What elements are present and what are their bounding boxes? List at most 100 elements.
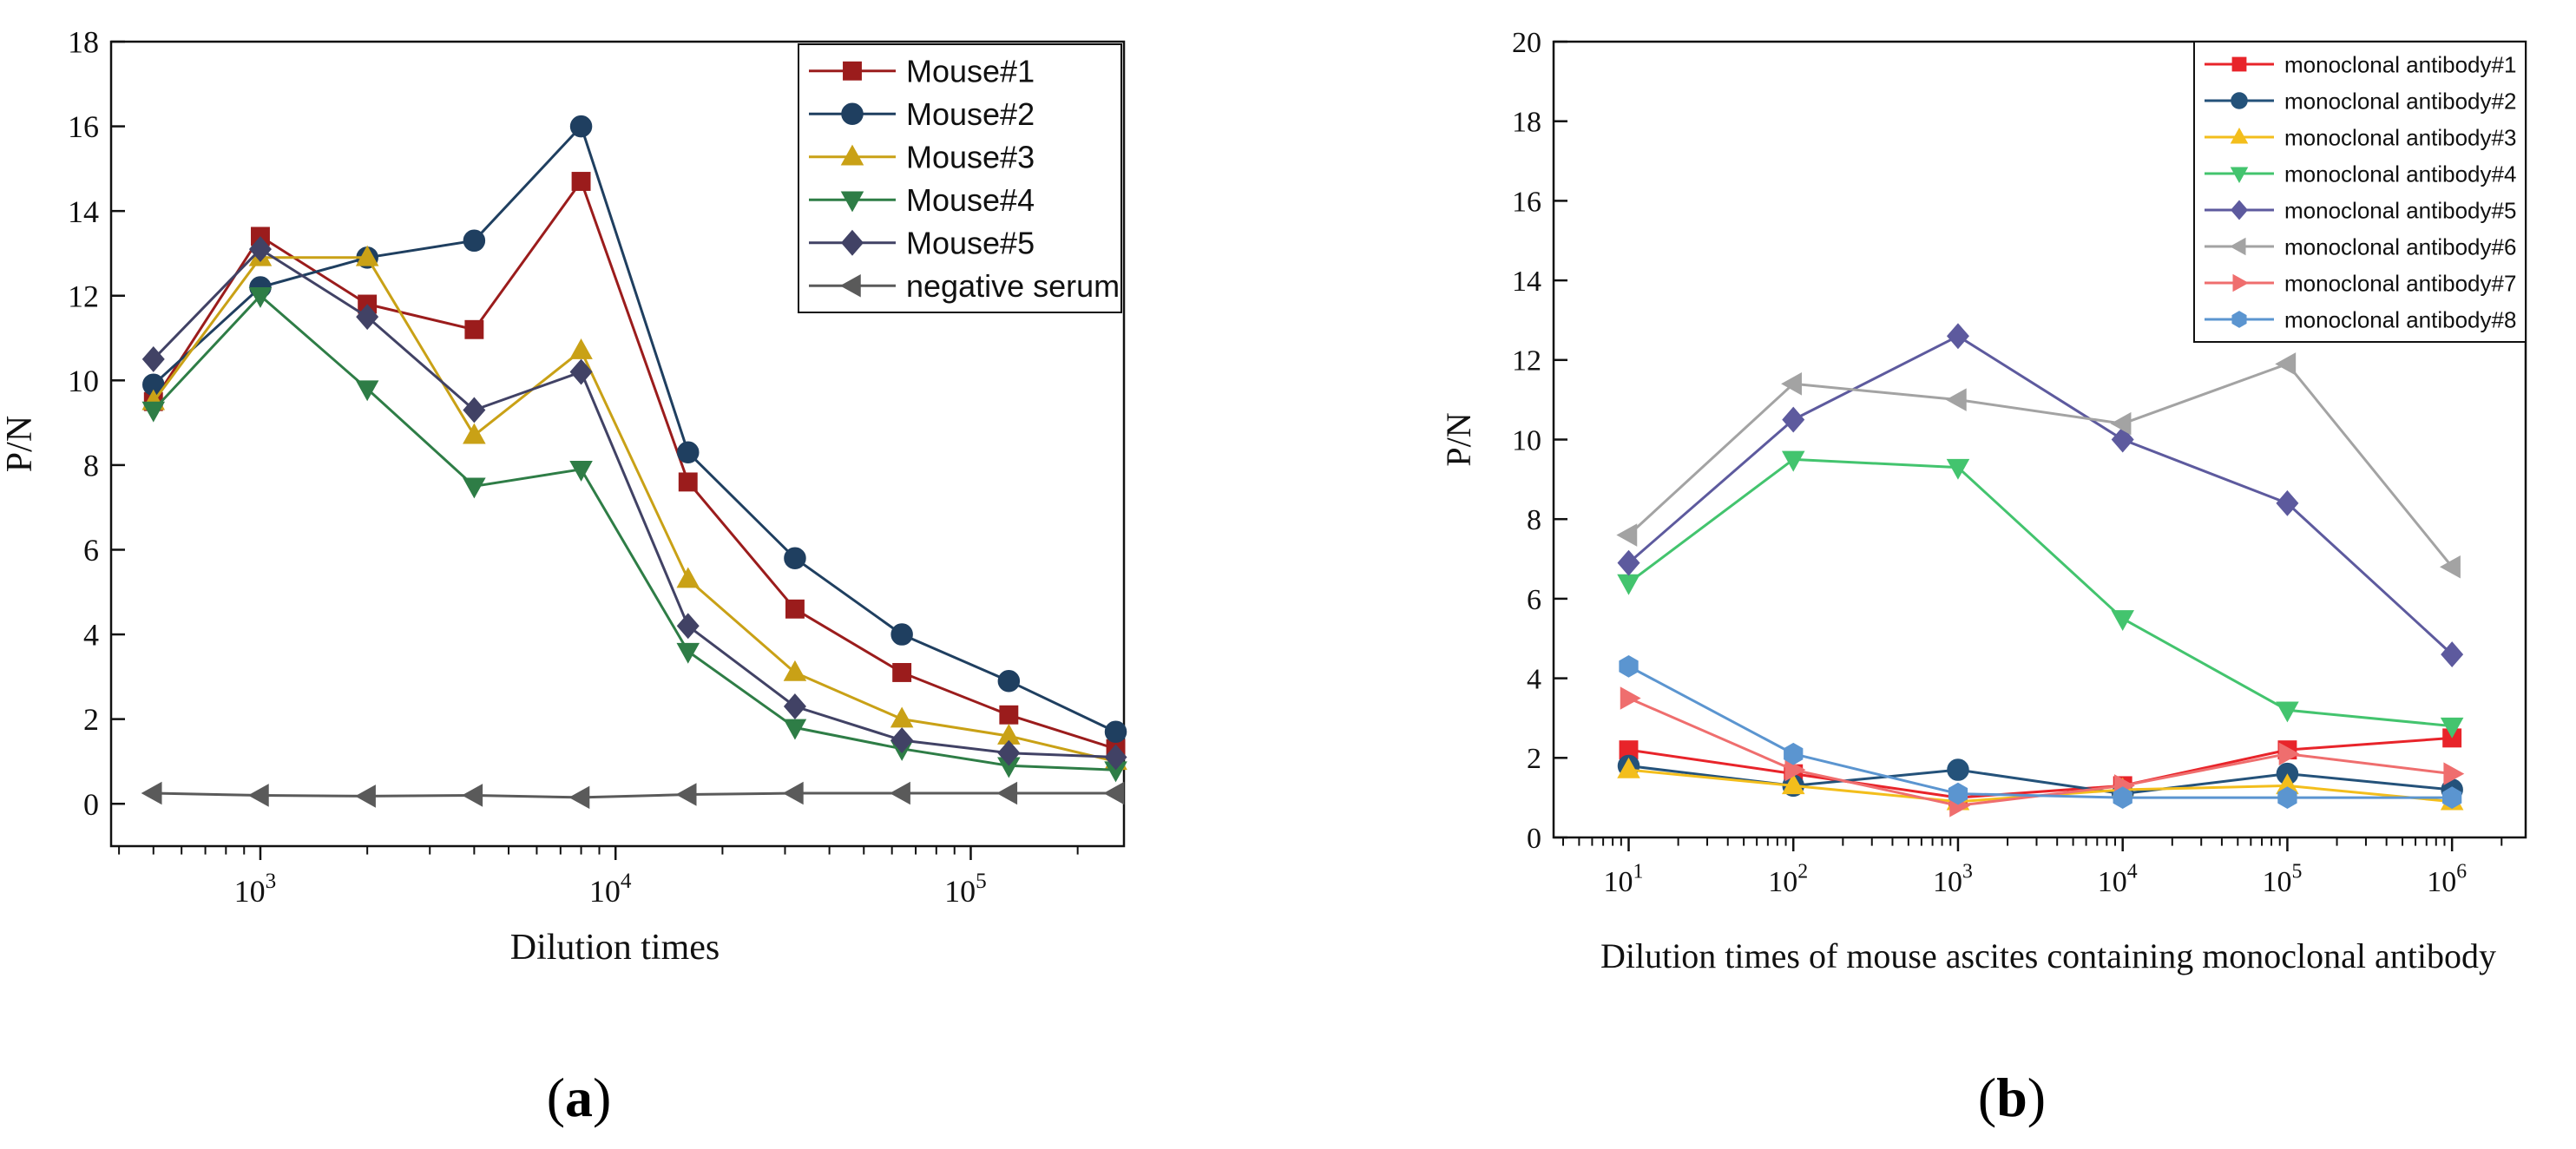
- x-tick-label: 103: [234, 870, 277, 909]
- legend-marker: [841, 102, 864, 125]
- data-point: [2111, 426, 2134, 453]
- x-tick-label: 103: [1933, 861, 1973, 898]
- y-tick-label: 14: [1512, 266, 1541, 298]
- data-point: [1784, 758, 1806, 782]
- data-point: [1617, 757, 1640, 778]
- legend-marker: [2232, 273, 2249, 292]
- data-point: [2277, 786, 2297, 810]
- data-point: [2443, 762, 2465, 785]
- legend-label: monoclonal antibody#6: [2284, 233, 2516, 259]
- data-point: [892, 663, 912, 682]
- data-point: [2440, 717, 2464, 739]
- legend-marker: [840, 191, 864, 213]
- legend-item: monoclonal antibody#2: [2205, 88, 2516, 114]
- data-point: [568, 785, 590, 810]
- legend-marker: [841, 229, 864, 256]
- legend-item: Mouse#5: [809, 226, 1035, 261]
- y-tick-label: 10: [68, 364, 99, 398]
- data-point: [2278, 742, 2300, 765]
- legend-item: monoclonal antibody#7: [2205, 270, 2516, 296]
- series-line: [152, 125, 1117, 733]
- legend-marker: [2231, 200, 2248, 220]
- data-point: [356, 304, 379, 331]
- legend-item: Mouse#3: [809, 140, 1035, 175]
- x-tick-label: 102: [1768, 861, 1808, 898]
- data-point: [2276, 489, 2299, 516]
- data-point: [890, 781, 910, 805]
- legend-marker: [2231, 56, 2247, 72]
- series-monoclonal-antibody-6: [1616, 352, 2461, 579]
- y-tick-label: 6: [1527, 584, 1541, 616]
- legend-item: monoclonal antibody#5: [2205, 197, 2516, 223]
- legend-label: Mouse#4: [906, 182, 1035, 218]
- series-line: [152, 294, 1116, 771]
- data-point: [355, 380, 379, 402]
- chart-panel-b: 0 2 4 6 8 10 12 14 16 18 20 101 102 103 104 105 106 Dilut…: [1439, 27, 2527, 975]
- data-point: [999, 705, 1019, 725]
- data-point: [890, 623, 913, 646]
- legend: monoclonal antibody#1 monoclonal antibody…: [2193, 41, 2527, 343]
- data-point: [571, 172, 591, 191]
- legend-marker: [843, 61, 862, 81]
- x-axis-label: Dilution times of mouse ascites containi…: [1600, 936, 2496, 975]
- y-tick-label: 6: [83, 533, 99, 568]
- data-point: [783, 719, 807, 740]
- data-point: [2113, 786, 2132, 810]
- data-point: [1946, 323, 1969, 350]
- data-point: [1947, 758, 1969, 781]
- data-point: [463, 423, 486, 444]
- data-point: [783, 660, 807, 681]
- series-line: [153, 791, 1116, 799]
- data-point: [1619, 654, 1639, 678]
- data-point: [782, 781, 804, 805]
- data-point: [1781, 773, 1805, 795]
- data-point: [1782, 406, 1805, 433]
- y-tick-label: 2: [1527, 743, 1541, 775]
- y-tick-label: 0: [1527, 823, 1541, 855]
- legend-marker: [2231, 92, 2248, 109]
- series-line: [1627, 665, 2453, 799]
- series-mouse-4: [141, 286, 1127, 783]
- legend-label: negative serum: [906, 268, 1120, 304]
- legend-box: [798, 43, 1122, 313]
- x-axis-label: Dilution times: [510, 928, 720, 968]
- data-point: [2275, 352, 2297, 376]
- series-line: [1627, 457, 2453, 728]
- data-point: [2441, 641, 2464, 668]
- legend-label: monoclonal antibody#3: [2284, 124, 2516, 150]
- legend-item: monoclonal antibody#1: [2205, 51, 2516, 77]
- series-monoclonal-antibody-5: [1617, 323, 2464, 668]
- y-tick-label: 18: [68, 25, 99, 60]
- series-line: [152, 180, 1116, 751]
- data-point: [1945, 388, 1967, 411]
- data-point: [355, 785, 376, 808]
- data-point: [248, 236, 272, 263]
- y-tick-label: 10: [1512, 424, 1541, 456]
- data-point: [676, 567, 700, 588]
- y-tick-label: 0: [83, 787, 99, 822]
- series-monoclonal-antibody-8: [1619, 654, 2462, 810]
- data-point: [677, 441, 700, 464]
- data-point: [1784, 742, 1804, 765]
- legend-marker: [2230, 237, 2246, 256]
- data-point: [997, 669, 1021, 693]
- data-point: [676, 613, 700, 640]
- x-tick-label: 105: [944, 870, 987, 909]
- series-line: [1627, 334, 2454, 656]
- data-point: [463, 397, 486, 423]
- y-tick-label: 12: [1512, 345, 1541, 378]
- data-point: [676, 642, 700, 664]
- y-tick-label: 16: [68, 109, 99, 144]
- x-tick-label: 101: [1604, 861, 1644, 898]
- series-mouse-5: [141, 236, 1127, 771]
- y-tick-label: 20: [1512, 27, 1541, 59]
- legend-label: Mouse#1: [906, 54, 1035, 89]
- y-tick-label: 8: [1527, 504, 1541, 536]
- data-point: [890, 706, 914, 728]
- data-point: [569, 358, 593, 385]
- legend-marker: [839, 273, 861, 298]
- data-point: [1617, 574, 1640, 595]
- legend-item: Mouse#2: [809, 96, 1035, 132]
- y-tick-label: 16: [1512, 186, 1541, 218]
- legend-label: monoclonal antibody#7: [2284, 270, 2516, 296]
